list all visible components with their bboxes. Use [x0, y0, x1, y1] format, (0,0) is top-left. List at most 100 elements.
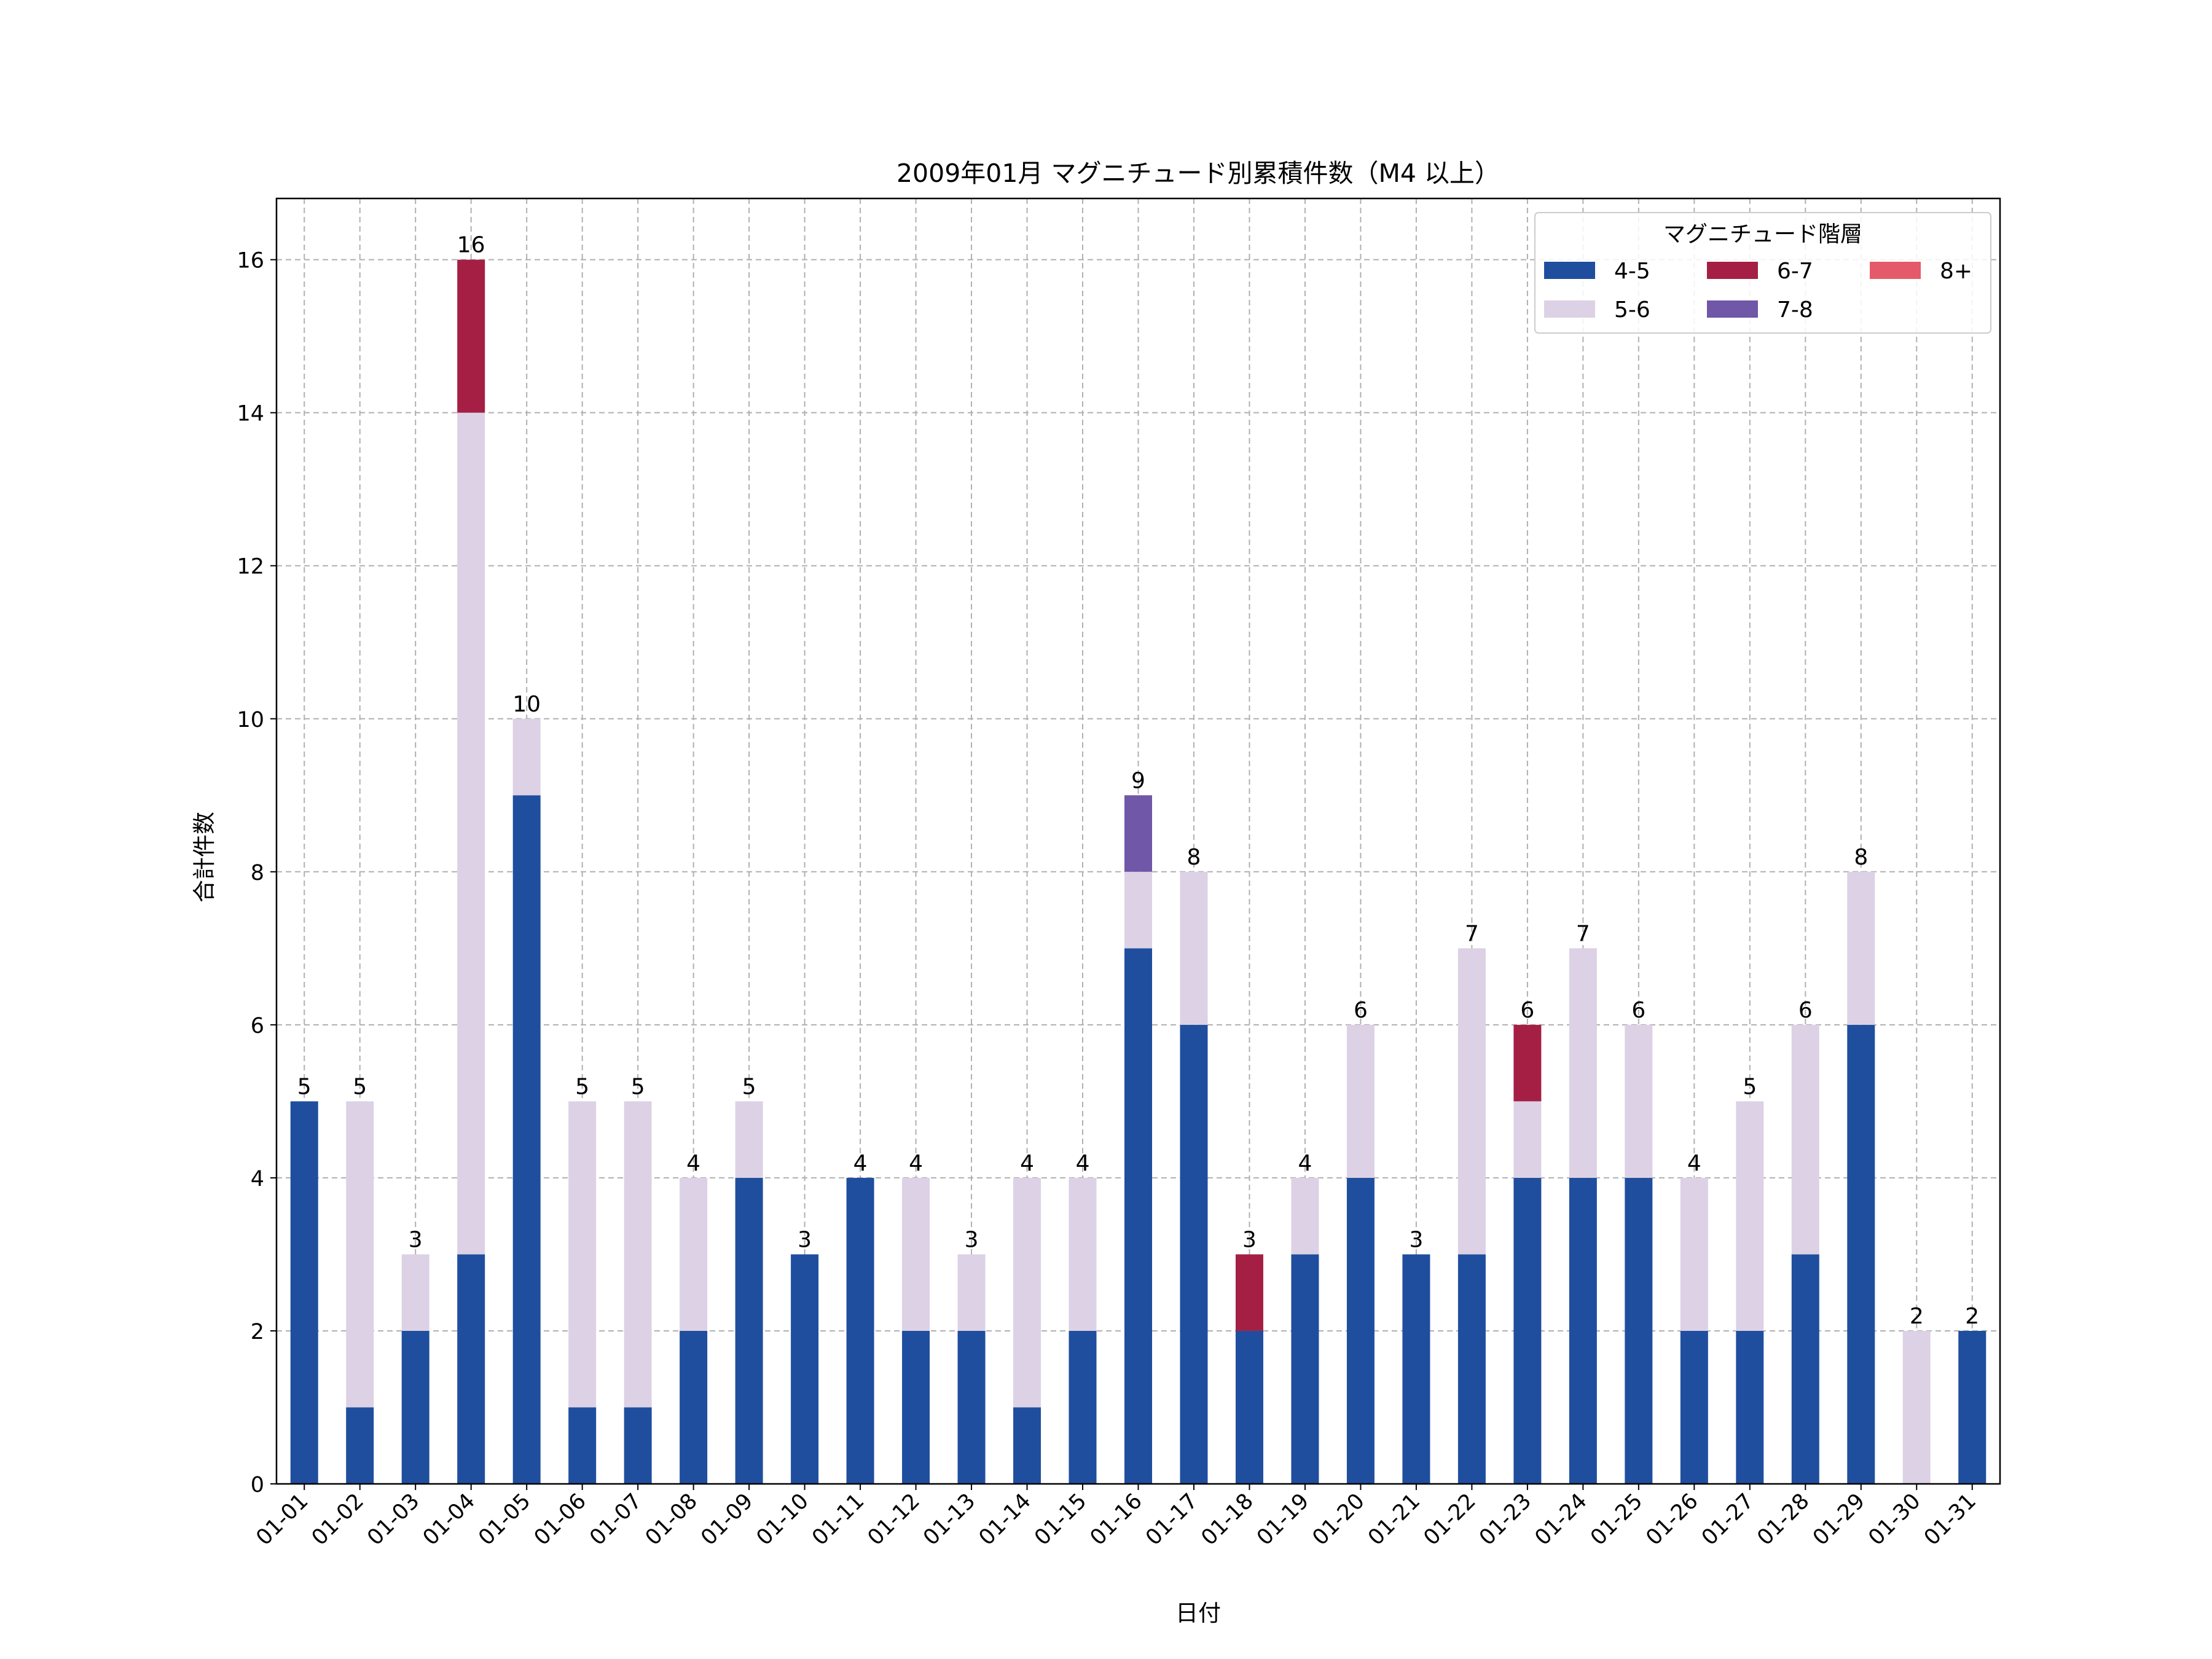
bar-segment-5-6: [457, 412, 485, 1255]
bar-segment-5-6: [1791, 1024, 1819, 1255]
bar-segment-4-5: [735, 1177, 763, 1484]
bar-segment-5-6: [1625, 1024, 1653, 1178]
bar-total-label: 2: [1965, 1304, 1979, 1329]
bar-total-label: 4: [1076, 1151, 1090, 1176]
bar-segment-4-5: [1958, 1330, 1986, 1484]
bar-total-labels: 5 5 3 16 10 5 5 4 5 3 4 4 3 4 4 9 8 3 4 6 3 7 6 7 6 4 5 6 8 2 2: [297, 233, 1979, 1329]
bar-total-label: 4: [1020, 1151, 1034, 1176]
bar-segment-4-5: [1013, 1407, 1041, 1484]
legend-label-5-6: 5-6: [1614, 297, 1650, 323]
legend-label-6-7: 6-7: [1777, 259, 1813, 284]
bar-segment-4-5: [791, 1254, 819, 1484]
bar-segment-4-5: [1346, 1177, 1375, 1484]
bar-segment-5-6: [680, 1177, 708, 1331]
bar-segment-4-5: [624, 1407, 652, 1484]
bar-total-label: 5: [1743, 1074, 1757, 1099]
bar-segment-4-5: [680, 1330, 708, 1484]
bar-total-label: 5: [631, 1074, 645, 1099]
bar-segment-4-5: [1736, 1330, 1764, 1484]
y-tick-label: 6: [251, 1014, 264, 1038]
legend-swatch-5-6: [1544, 300, 1595, 318]
bar-total-label: 8: [1854, 845, 1868, 870]
bar-segment-5-6: [1013, 1177, 1041, 1408]
bar-total-label: 4: [686, 1151, 700, 1176]
bar-segment-4-5: [1180, 1024, 1208, 1484]
bar-segment-5-6: [568, 1101, 597, 1408]
bar-segment-5-6: [1736, 1101, 1764, 1331]
bar-segment-4-5: [1402, 1254, 1430, 1484]
y-tick-label: 8: [251, 861, 264, 885]
bar-total-label: 8: [1187, 845, 1201, 870]
legend-label-8+: 8+: [1940, 259, 1972, 284]
bar-segment-4-5: [401, 1330, 429, 1484]
bar-total-label: 7: [1465, 921, 1479, 946]
bar-segment-5-6: [1346, 1024, 1375, 1178]
bar-segment-5-6: [1569, 948, 1597, 1178]
bar-segment-5-6: [1069, 1177, 1097, 1331]
bar-segment-5-6: [401, 1254, 429, 1331]
bar-total-label: 6: [1798, 998, 1813, 1023]
bar-segment-5-6: [512, 718, 541, 796]
bar-segment-4-5: [1569, 1177, 1597, 1484]
bar-total-label: 5: [742, 1074, 756, 1099]
bar-segment-5-6: [346, 1101, 374, 1408]
bar-total-label: 3: [965, 1227, 979, 1252]
legend-title: マグニチュード階層: [1663, 222, 1862, 247]
bar-total-label: 5: [353, 1074, 367, 1099]
bar-segment-4-5: [1457, 1254, 1486, 1484]
bar-total-label: 3: [409, 1227, 423, 1252]
bar-segment-6-7: [1513, 1024, 1542, 1102]
y-tick-label: 16: [237, 249, 264, 273]
bar-segment-5-6: [1847, 871, 1875, 1025]
legend-box: [1534, 212, 1991, 334]
bar-segment-5-6: [624, 1101, 652, 1408]
bar-segment-4-5: [957, 1330, 986, 1484]
bar-total-label: 16: [457, 233, 485, 258]
bar-segment-5-6: [1457, 948, 1486, 1255]
bar-total-label: 4: [853, 1151, 868, 1176]
legend-items: 4-5 5-6 6-7 7-8 8+: [1544, 259, 1972, 323]
bar-total-label: 6: [1631, 998, 1645, 1023]
bar-segment-5-6: [1513, 1101, 1542, 1178]
bar-segment-5-6: [1902, 1330, 1931, 1484]
bar-segment-5-6: [902, 1177, 930, 1331]
legend: マグニチュード階層 4-5 5-6 6-7 7-8 8+: [1534, 212, 1991, 334]
x-axis-label: 日付: [1175, 1600, 1221, 1626]
bar-segment-4-5: [1625, 1177, 1653, 1484]
bar-total-label: 5: [575, 1074, 589, 1099]
bar-segment-5-6: [1291, 1177, 1319, 1255]
y-axis-label: 合計件数: [191, 812, 218, 903]
bar-segment-7-8: [1124, 795, 1152, 872]
bar-segment-4-5: [1680, 1330, 1708, 1484]
legend-label-7-8: 7-8: [1777, 297, 1813, 323]
bar-total-label: 10: [512, 692, 541, 717]
bar-total-label: 6: [1520, 998, 1534, 1023]
bar-segment-4-5: [457, 1254, 485, 1484]
bar-segment-4-5: [512, 795, 541, 1484]
bar-segment-5-6: [1680, 1177, 1708, 1331]
legend-swatch-8+: [1870, 262, 1921, 279]
y-tick-label: 0: [251, 1473, 264, 1497]
bar-segment-4-5: [1291, 1254, 1319, 1484]
bar-segment-4-5: [1513, 1177, 1542, 1484]
bar-segment-5-6: [1180, 871, 1208, 1025]
bar-total-label: 4: [909, 1151, 923, 1176]
bar-segment-4-5: [290, 1101, 318, 1484]
bar-segment-4-5: [1791, 1254, 1819, 1484]
bar-segment-6-7: [1235, 1254, 1263, 1331]
bar-total-label: 9: [1131, 768, 1145, 793]
bar-total-label: 7: [1576, 921, 1590, 946]
plot-frame: [275, 197, 2001, 1485]
chart-title: 2009年01月 マグニチュード別累積件数（M4 以上）: [896, 159, 1500, 188]
bar-total-label: 3: [1409, 1227, 1423, 1252]
bar-segment-5-6: [735, 1101, 763, 1178]
bar-segment-4-5: [1235, 1330, 1263, 1484]
bar-total-label: 5: [297, 1074, 312, 1099]
y-tick-label: 10: [237, 708, 264, 732]
legend-label-4-5: 4-5: [1614, 259, 1650, 284]
bar-segment-4-5: [1847, 1024, 1875, 1484]
bar-segment-4-5: [346, 1407, 374, 1484]
bar-segment-4-5: [846, 1177, 874, 1484]
bar-segment-5-6: [1124, 871, 1152, 949]
